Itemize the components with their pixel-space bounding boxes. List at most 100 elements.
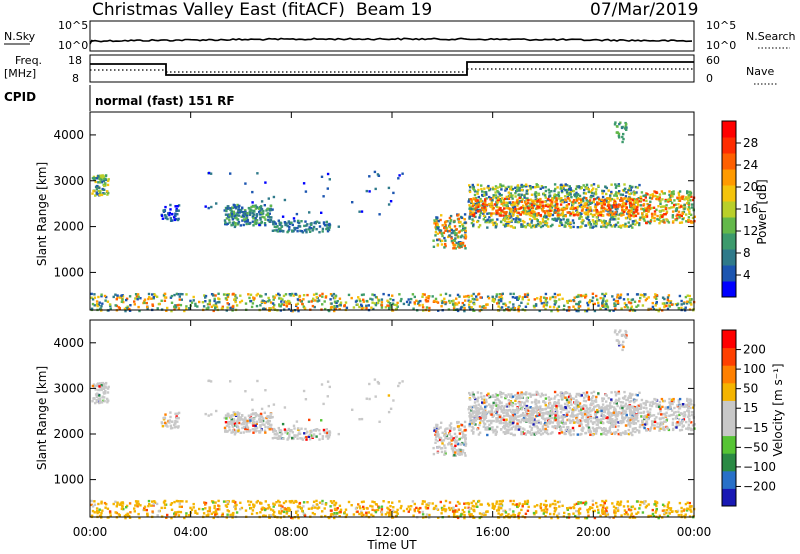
data-point (503, 217, 507, 221)
data-point (272, 295, 275, 298)
data-point (492, 207, 495, 210)
data-point (231, 425, 234, 428)
data-point (299, 229, 302, 233)
data-point (227, 420, 230, 424)
data-point (93, 385, 96, 389)
data-point (627, 396, 630, 400)
data-point (604, 185, 607, 189)
data-point (312, 435, 315, 438)
data-point (241, 414, 244, 417)
data-point (251, 190, 254, 194)
data-point (259, 213, 262, 216)
data-point (578, 194, 582, 198)
data-point (528, 430, 531, 434)
data-point (599, 296, 602, 300)
data-point (648, 222, 652, 225)
data-point (530, 205, 533, 208)
data-point (485, 427, 488, 430)
data-point (459, 428, 462, 431)
data-point (315, 296, 318, 299)
data-point (217, 292, 220, 295)
data-point (593, 416, 596, 420)
data-point (373, 170, 377, 174)
data-point (310, 434, 313, 437)
data-point (476, 210, 480, 213)
data-point (607, 397, 610, 400)
data-point (362, 298, 365, 301)
data-point (553, 209, 557, 212)
data-point (671, 216, 674, 219)
data-point (329, 306, 333, 309)
data-point (655, 208, 658, 211)
data-point (288, 225, 291, 229)
data-point (616, 293, 620, 297)
data-point (524, 209, 528, 213)
data-point (239, 294, 242, 297)
data-point (518, 295, 521, 298)
data-point (561, 297, 564, 300)
data-point (277, 435, 281, 438)
data-point (664, 200, 667, 203)
data-point (268, 209, 271, 212)
data-point (528, 212, 531, 215)
data-point (528, 421, 531, 424)
data-point (529, 186, 533, 189)
data-point (546, 209, 549, 213)
data-point (509, 423, 512, 427)
data-point (162, 210, 166, 213)
data-point (553, 401, 556, 404)
data-point (671, 210, 675, 213)
data-point (119, 296, 122, 299)
data-point (384, 306, 388, 309)
data-point (496, 218, 499, 221)
data-point (230, 224, 233, 227)
data-point (474, 202, 477, 206)
data-point (155, 295, 159, 298)
data-point (531, 224, 535, 227)
data-point (614, 223, 617, 227)
data-point (451, 449, 455, 452)
data-point (454, 444, 457, 447)
data-point (500, 295, 503, 299)
data-point (589, 413, 592, 417)
data-point (273, 229, 276, 232)
data-point (453, 231, 456, 234)
data-point (641, 304, 645, 307)
data-point (623, 197, 626, 200)
data-point (603, 222, 607, 225)
data-point (254, 207, 258, 210)
data-point (500, 306, 504, 309)
data-point (502, 392, 505, 395)
data-point (305, 438, 308, 441)
data-point (90, 296, 93, 299)
data-point (631, 427, 635, 431)
data-point (457, 450, 460, 453)
data-point (524, 207, 527, 210)
data-point (507, 431, 510, 435)
data-point (327, 436, 331, 439)
data-point (686, 190, 689, 193)
data-point (548, 398, 551, 402)
data-point (507, 197, 511, 200)
data-point (556, 410, 559, 413)
data-point (602, 427, 606, 430)
data-point (479, 211, 483, 214)
data-point (483, 398, 486, 402)
data-point (227, 293, 230, 296)
data-point (619, 224, 622, 227)
data-point (231, 422, 234, 425)
data-point (95, 400, 99, 404)
data-point (503, 197, 507, 201)
data-point (545, 431, 549, 435)
data-point (524, 305, 528, 308)
data-point (105, 190, 109, 193)
data-point (594, 197, 597, 201)
data-point (604, 393, 607, 396)
data-point (436, 446, 439, 449)
data-point (547, 197, 550, 201)
data-point (248, 296, 251, 300)
data-point (164, 413, 167, 416)
data-point (562, 425, 565, 428)
data-point (628, 187, 631, 190)
data-point (516, 298, 519, 301)
